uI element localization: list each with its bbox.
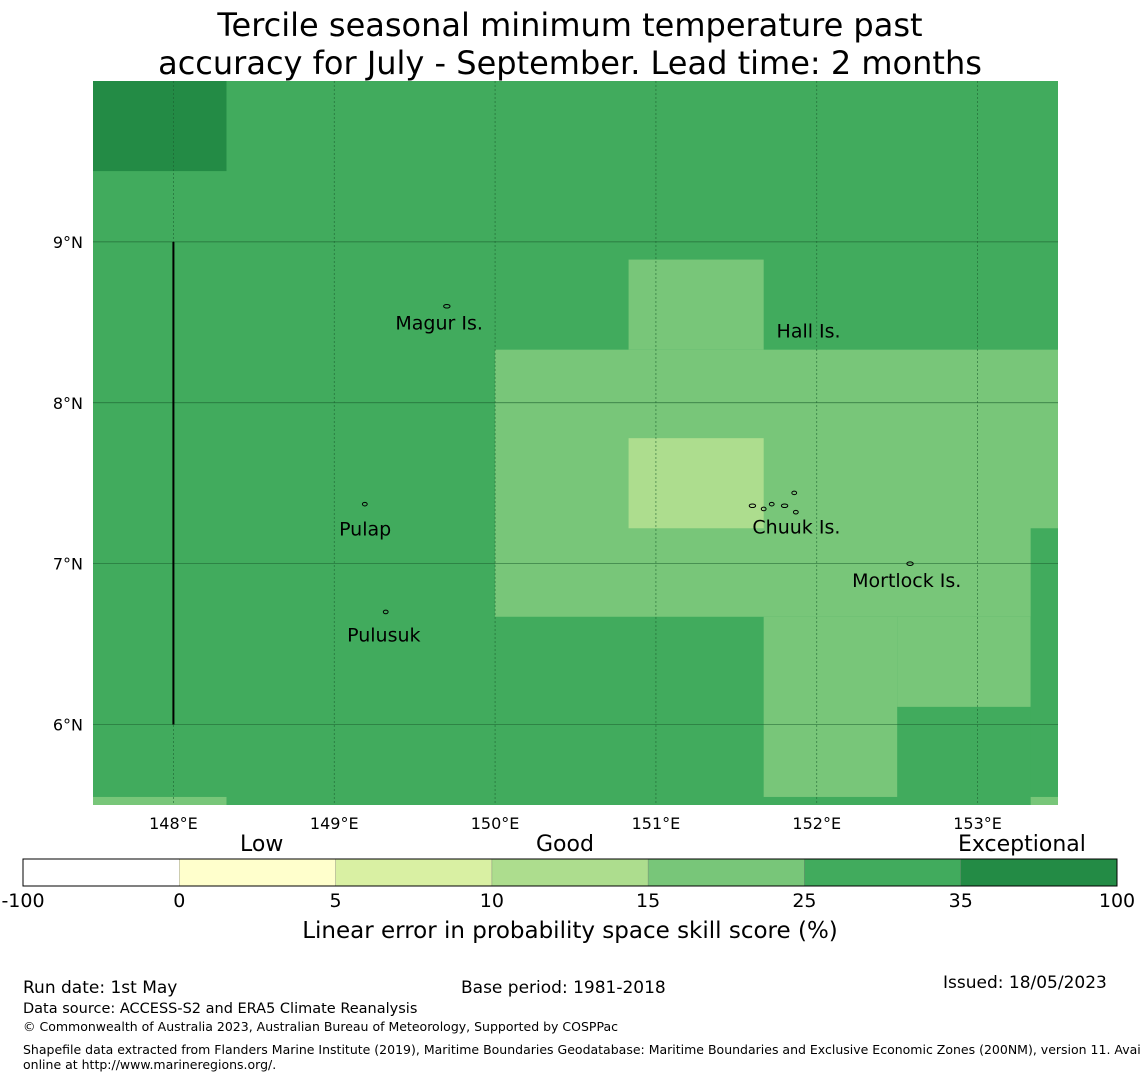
colorbar-frame	[22, 858, 1118, 887]
skill-cell	[763, 616, 898, 797]
shapefile-credit-line-2: online at http://www.marineregions.org/.	[23, 1057, 277, 1072]
island-outline	[382, 609, 389, 615]
latitude-tick-label: 7°N	[53, 555, 83, 574]
colorbar-tick-label: 10	[479, 890, 504, 912]
place-label: Chuuk Is.	[752, 517, 840, 539]
issued-date: Issued: 18/05/2023	[943, 973, 1107, 993]
skill-cell	[897, 616, 1031, 707]
skill-cell	[93, 81, 227, 172]
map-axes: 148°E 149°E 150°E 151°E 152°E 153°E 9°N 8°N 7°N 6…	[53, 233, 1002, 833]
skill-cell	[93, 796, 227, 805]
place-label: Mortlock Is.	[852, 570, 961, 592]
latitude-tick-label: 9°N	[53, 233, 83, 252]
map-place-labels: Magur Is. Hall Is. Pulap Chuuk Is. Mortlock …	[339, 312, 961, 646]
colorbar-tick-label: 35	[948, 890, 973, 912]
title-line-1: Tercile seasonal minimum temperature pas…	[217, 6, 923, 44]
shapefile-credit-line-1: Shapefile data extracted from Flanders M…	[23, 1042, 1140, 1057]
longitude-tick-label: 148°E	[149, 814, 198, 833]
skill-cell	[495, 349, 1058, 617]
title-line-2: accuracy for July - September. Lead time…	[158, 44, 982, 82]
colorbar-bin	[960, 859, 1117, 886]
chart-title: Tercile seasonal minimum temperature pas…	[0, 6, 1140, 82]
base-period: Base period: 1981-2018	[461, 978, 666, 998]
map-figure: Magur Is. Hall Is. Pulap Chuuk Is. Mortlock …	[22, 81, 1118, 887]
island-outline	[443, 303, 451, 309]
place-label: Pulusuk	[347, 624, 420, 646]
island-outline	[760, 506, 767, 512]
skill-cell	[1030, 796, 1058, 805]
island-outline	[791, 490, 798, 496]
colorbar-label: Linear error in probability space skill …	[302, 918, 838, 944]
longitude-tick-label: 150°E	[471, 814, 520, 833]
colorbar-tick-label: 0	[173, 890, 186, 912]
place-label: Hall Is.	[777, 320, 841, 342]
latitude-tick-label: 8°N	[53, 394, 83, 413]
skill-cell	[1030, 528, 1058, 805]
skill-cell	[628, 259, 764, 350]
colorbar-bin	[804, 859, 961, 886]
longitude-tick-label: 149°E	[310, 814, 359, 833]
latitude-tick-label: 6°N	[53, 716, 83, 735]
legend-category-low: Low	[240, 832, 284, 857]
colorbar	[22, 858, 1118, 887]
island-outline	[768, 501, 775, 507]
map-cells	[93, 81, 1058, 805]
data-source: Data source: ACCESS-S2 and ERA5 Climate …	[23, 1001, 418, 1017]
place-label: Magur Is.	[395, 312, 483, 334]
colorbar-bin	[335, 859, 492, 886]
longitude-tick-label: 151°E	[632, 814, 681, 833]
island-outline	[361, 501, 368, 507]
run-date: Run date: 1st May	[23, 978, 178, 998]
copyright: © Commonwealth of Australia 2023, Austra…	[23, 1019, 618, 1034]
colorbar-tick-label: 5	[329, 890, 342, 912]
legend-category-good: Good	[536, 832, 594, 857]
colorbar-bin	[23, 859, 180, 886]
colorbar-tick-label: 100	[1098, 890, 1136, 912]
longitude-tick-label: 152°E	[792, 814, 841, 833]
place-label: Pulap	[339, 518, 391, 540]
map-islands	[361, 303, 914, 615]
map-gridlines	[93, 81, 1058, 805]
colorbar-tick-label: -100	[1, 890, 45, 912]
legend-category-exceptional: Exceptional	[958, 832, 1086, 857]
colorbar-tick-label: 15	[636, 890, 661, 912]
longitude-tick-label: 153°E	[953, 814, 1002, 833]
colorbar-tick-label: 25	[792, 890, 817, 912]
island-outline	[906, 561, 914, 566]
island-outline	[780, 503, 789, 509]
colorbar-bin	[648, 859, 805, 886]
colorbar-bin	[179, 859, 336, 886]
island-outline	[748, 503, 757, 509]
colorbar-bin	[491, 859, 649, 886]
island-outline	[792, 509, 799, 515]
skill-cell	[628, 438, 764, 529]
